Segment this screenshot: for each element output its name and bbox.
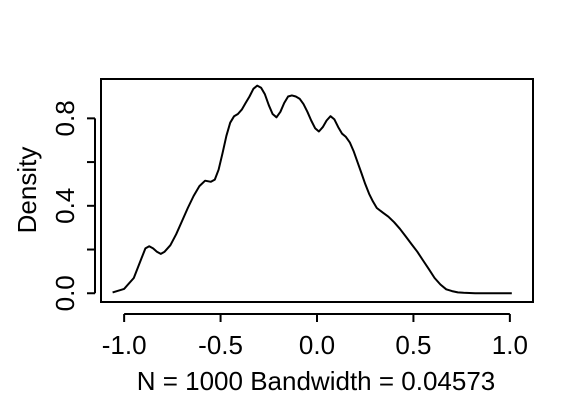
x-tick-label: -0.5: [198, 330, 243, 360]
y-tick-label: 0.8: [50, 100, 80, 136]
x-tick-label: 1.0: [492, 330, 528, 360]
x-axis: -1.0 -0.5 0.0 0.5 1.0: [102, 313, 528, 360]
y-tick-label: 0.0: [50, 275, 80, 311]
y-axis: 0.0 0.4 0.8: [50, 100, 96, 311]
y-axis-title: Density: [12, 147, 42, 234]
x-tick-label: -1.0: [102, 330, 147, 360]
x-axis-title: N = 1000 Bandwidth = 0.04573: [137, 366, 496, 396]
x-tick-label: 0.5: [395, 330, 431, 360]
x-tick-label: 0.0: [299, 330, 335, 360]
y-tick-label: 0.4: [50, 188, 80, 224]
plot-frame: [100, 78, 534, 303]
density-line: [112, 84, 512, 295]
